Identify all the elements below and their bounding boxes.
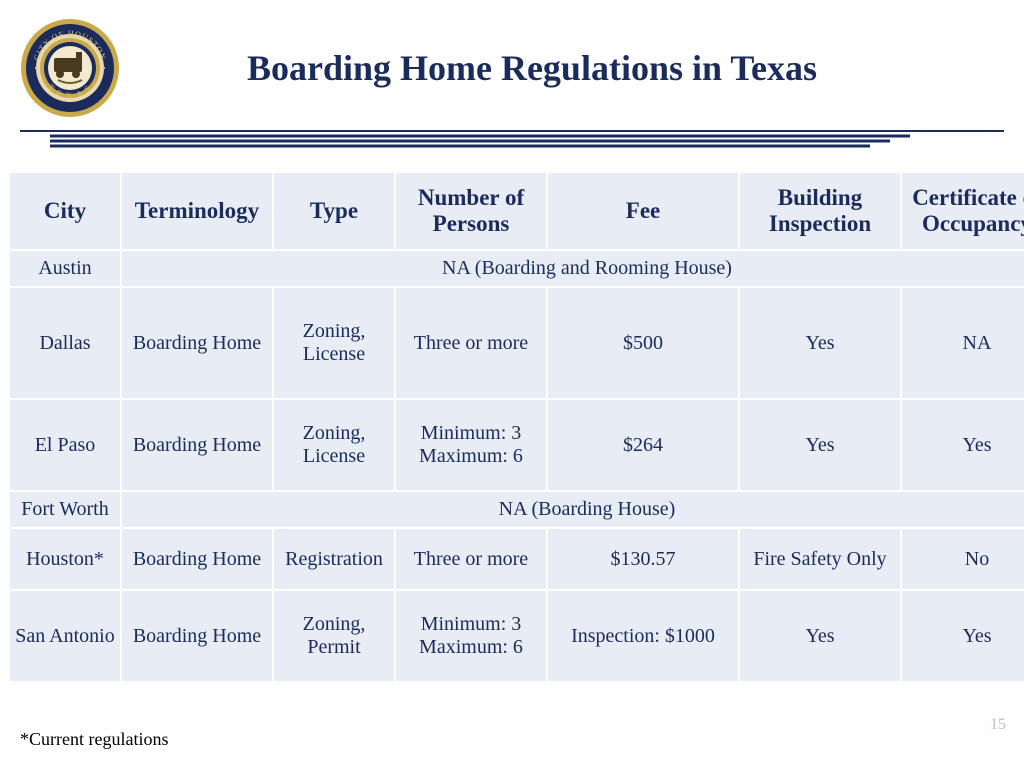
col-type: Type [274, 173, 394, 249]
cell-insp: Fire Safety Only [740, 529, 900, 589]
col-terminology: Terminology [122, 173, 272, 249]
cell-city: Houston* [10, 529, 120, 589]
cell-cert: NA [902, 288, 1024, 398]
row-austin: Austin NA (Boarding and Rooming House) [10, 251, 1024, 286]
cell-fee: $130.57 [548, 529, 738, 589]
col-inspection: Building Inspection [740, 173, 900, 249]
cell-city: Dallas [10, 288, 120, 398]
cell-num: Minimum: 3Maximum: 6 [396, 591, 546, 681]
row-dallas: Dallas Boarding Home Zoning,License Thre… [10, 288, 1024, 398]
row-fortworth: Fort Worth NA (Boarding House) [10, 492, 1024, 527]
cell-fee: $264 [548, 400, 738, 490]
row-houston: Houston* Boarding Home Registration Thre… [10, 529, 1024, 589]
page-title: Boarding Home Regulations in Texas [120, 47, 1004, 89]
cell-merged: NA (Boarding and Rooming House) [122, 251, 1024, 286]
cell-term: Boarding Home [122, 400, 272, 490]
cell-term: Boarding Home [122, 288, 272, 398]
col-fee: Fee [548, 173, 738, 249]
regulations-table: City Terminology Type Number of Persons … [0, 153, 1024, 683]
footnote: *Current regulations [20, 729, 168, 750]
title-divider [20, 128, 1004, 153]
city-seal-icon: CITY OF HOUSTON T E X A S [20, 18, 120, 118]
cell-type: Zoning,License [274, 288, 394, 398]
cell-cert: No [902, 529, 1024, 589]
cell-city: Austin [10, 251, 120, 286]
cell-num: Three or more [396, 529, 546, 589]
col-certificate: Certificate of Occupancy [902, 173, 1024, 249]
cell-type: Registration [274, 529, 394, 589]
col-city: City [10, 173, 120, 249]
page-number: 15 [990, 716, 1006, 734]
cell-merged: NA (Boarding House) [122, 492, 1024, 527]
cell-insp: Yes [740, 591, 900, 681]
cell-term: Boarding Home [122, 529, 272, 589]
cell-num: Three or more [396, 288, 546, 398]
cell-num: Minimum: 3Maximum: 6 [396, 400, 546, 490]
table-header-row: City Terminology Type Number of Persons … [10, 173, 1024, 249]
cell-cert: Yes [902, 591, 1024, 681]
row-elpaso: El Paso Boarding Home Zoning,License Min… [10, 400, 1024, 490]
cell-fee: Inspection: $1000 [548, 591, 738, 681]
row-sanantonio: San Antonio Boarding Home Zoning,Permit … [10, 591, 1024, 681]
cell-city: San Antonio [10, 591, 120, 681]
cell-city: El Paso [10, 400, 120, 490]
cell-insp: Yes [740, 400, 900, 490]
cell-fee: $500 [548, 288, 738, 398]
cell-term: Boarding Home [122, 591, 272, 681]
cell-cert: Yes [902, 400, 1024, 490]
header: CITY OF HOUSTON T E X A S Boarding Home … [0, 0, 1024, 118]
cell-type: Zoning,License [274, 400, 394, 490]
col-persons: Number of Persons [396, 173, 546, 249]
cell-city: Fort Worth [10, 492, 120, 527]
cell-type: Zoning,Permit [274, 591, 394, 681]
cell-insp: Yes [740, 288, 900, 398]
